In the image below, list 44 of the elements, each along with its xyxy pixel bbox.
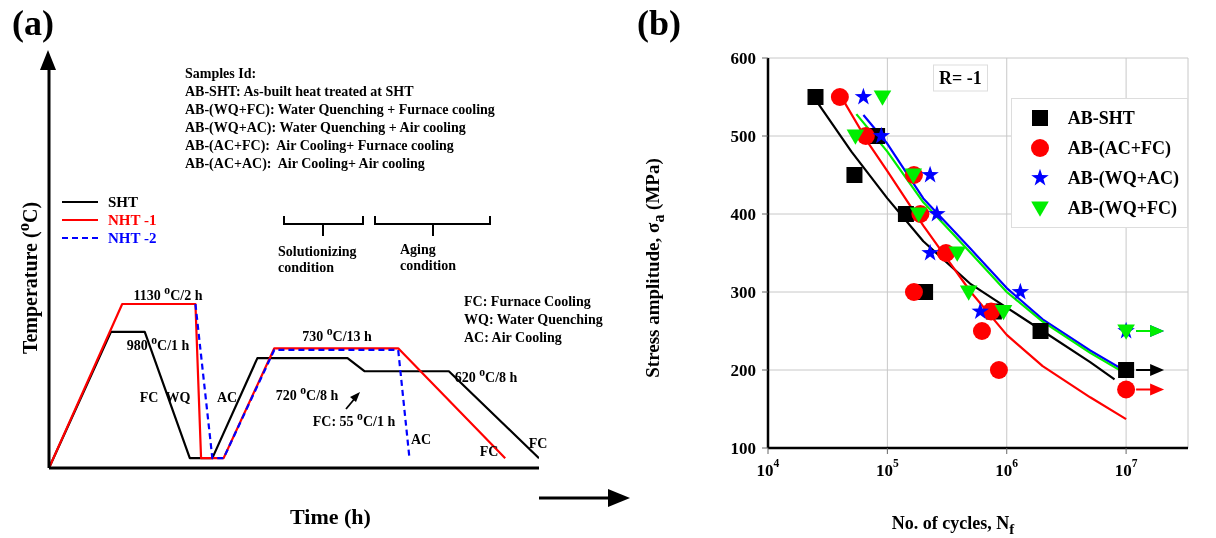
- legend-label: NHT -1: [108, 211, 157, 229]
- annotation: R= -1: [933, 64, 988, 92]
- y-tick-label: 200: [730, 360, 756, 380]
- y-tick-label: 300: [730, 282, 756, 302]
- annotation: FC: [479, 444, 499, 460]
- annotation: 980 $^{o}$C/1 h: [126, 334, 190, 354]
- y-tick-label: 500: [730, 126, 756, 146]
- legend-label: AB-(WQ+AC): [1067, 167, 1179, 189]
- y-tick-label: 600: [730, 48, 756, 68]
- text: AB-(WQ+FC): Water Quenching + Furnace cooling: [185, 102, 495, 118]
- x-tick-label: 10$^{6}$: [995, 457, 1019, 480]
- x-tick-label: 10$^{4}$: [756, 457, 780, 480]
- y-tick-label: 400: [730, 204, 756, 224]
- text: AB-(AC+AC): Air Cooling+ Air cooling: [185, 156, 425, 172]
- legend-label: AB-(WQ+FC): [1067, 197, 1177, 219]
- annotation: AC: [410, 432, 432, 448]
- text: AB-(AC+FC): Air Cooling+ Furnace cooling: [185, 138, 454, 154]
- text: Aging condition: [400, 242, 457, 274]
- legend-label: SHT: [108, 193, 139, 211]
- text: 1130 $^{o}$C/2 h: [133, 284, 203, 304]
- x-tick-label: 10$^{5}$: [875, 457, 899, 480]
- text: AB-SHT: As-built heat treated at SHT: [185, 84, 414, 100]
- x-tick-label: 10$^{7}$: [1114, 457, 1138, 480]
- annotation: FC: Furnace Cooling: [464, 294, 591, 310]
- annotation: 620 $^{o}$C/8 h: [454, 366, 518, 386]
- chart-title: (a): [12, 2, 54, 44]
- annotation: FC: 55 $^{o}$C/1 h: [312, 410, 396, 430]
- chart-title: (b): [637, 2, 681, 44]
- annotation: 730 $^{o}$C/13 h: [302, 325, 372, 345]
- x-axis-title: Time (h): [289, 504, 372, 530]
- annotation: 720 $^{o}$C/8 h: [275, 384, 339, 404]
- text: Solutionizing condition: [278, 244, 358, 276]
- annotation: AC: Air Cooling: [464, 330, 562, 346]
- y-tick-label: 100: [730, 438, 756, 458]
- annotation: WQ: Water Quenching: [464, 312, 603, 328]
- legend-label: NHT -2: [108, 229, 157, 247]
- annotation: FC: [139, 390, 159, 406]
- x-axis-title: No. of cycles, N$_{f}$: [890, 513, 1016, 538]
- annotation: FC: [528, 436, 548, 452]
- legend-label: AB-(AC+FC): [1067, 137, 1171, 159]
- legend-label: AB-SHT: [1067, 107, 1135, 129]
- text: Samples Id:: [185, 66, 257, 82]
- annotation: AC: [216, 390, 238, 406]
- text: AB-(WQ+AC): Water Quenching + Air cooling: [185, 120, 466, 136]
